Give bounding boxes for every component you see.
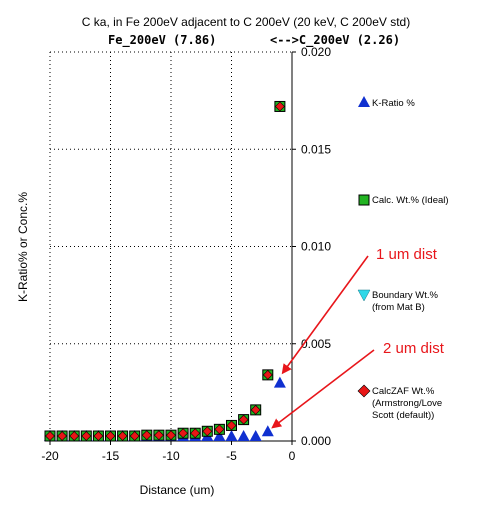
legend-marker-calc-ideal [358, 194, 370, 206]
annotation-2um: 2 um dist [383, 340, 445, 357]
kratio-point [237, 430, 250, 441]
chart-title: C ka, in Fe 200eV adjacent to C 200eV (2… [82, 15, 410, 29]
kratio-point [225, 430, 238, 441]
kratio-point [261, 425, 274, 437]
kratio-point [249, 430, 262, 441]
calczaf-point [262, 369, 273, 380]
x-tick-label: -15 [102, 449, 120, 463]
calczaf-point [93, 431, 104, 441]
legend: K-Ratio % Calc. Wt.% (Ideal) Boundary Wt… [357, 96, 449, 421]
x-tick-label: -20 [41, 449, 59, 463]
x-axis-label: Distance (um) [140, 483, 215, 497]
calczaf-point [141, 430, 152, 441]
y-tick-label: 0.015 [301, 142, 331, 156]
grid [49, 51, 292, 441]
legend-label-boundary-2: (from Mat B) [372, 302, 425, 313]
annotation-1um: 1 um dist [376, 246, 438, 263]
data-markers [44, 100, 286, 442]
legend-label-kratio: K-Ratio % [372, 98, 415, 109]
calczaf-point [202, 426, 213, 437]
x-tick-label: 0 [289, 449, 296, 463]
legend-marker-calczaf [357, 384, 371, 398]
calczaf-point [69, 431, 80, 441]
kratio-point [273, 376, 286, 388]
annotation-arrow-2um [271, 349, 375, 429]
calczaf-point [129, 431, 140, 441]
y-axis-label: K-Ratio% or Conc.% [16, 192, 30, 302]
calczaf-point [238, 414, 249, 425]
y-tick-labels: 0.000 0.005 0.010 0.015 0.020 [301, 45, 331, 448]
calczaf-point [153, 430, 164, 441]
calczaf-point [57, 431, 68, 441]
legend-marker-boundary [357, 289, 371, 302]
annotation-arrow-1um [281, 255, 369, 375]
calczaf-point [178, 428, 189, 439]
calczaf-point [117, 431, 128, 441]
calczaf-point [105, 431, 116, 441]
calczaf-point [226, 420, 237, 431]
y-tick-label: 0.010 [301, 240, 331, 254]
chart-subtitle-left: Fe_200eV (7.86) [108, 33, 216, 48]
calczaf-point [166, 430, 176, 441]
calczaf-point [250, 404, 261, 415]
calczaf-point [81, 431, 92, 441]
calczaf-point [214, 424, 225, 435]
calczaf-point [274, 101, 285, 112]
calczaf-point [190, 428, 201, 439]
y-tick-label: 0.020 [301, 45, 331, 59]
kratio-point [213, 430, 226, 441]
y-tick-label: 0.000 [301, 434, 331, 448]
legend-marker-kratio [358, 96, 370, 107]
axes [49, 51, 296, 445]
legend-label-calczaf-3: Scott (default)) [372, 410, 434, 421]
chart-subtitle-right: <-->C_200eV (2.26) [270, 33, 400, 48]
legend-label-calczaf: CalcZAF Wt.% [372, 386, 435, 397]
calczaf-point [45, 431, 55, 441]
x-tick-label: -5 [226, 449, 237, 463]
legend-label-calc-ideal: Calc. Wt.% (Ideal) [372, 195, 449, 206]
y-tick-label: 0.005 [301, 337, 331, 351]
x-tick-label: -10 [162, 449, 180, 463]
legend-label-boundary: Boundary Wt.% [372, 290, 439, 301]
x-tick-labels: -20 -15 -10 -5 0 [41, 449, 295, 463]
legend-label-calczaf-2: (Armstrong/Love [372, 398, 442, 409]
